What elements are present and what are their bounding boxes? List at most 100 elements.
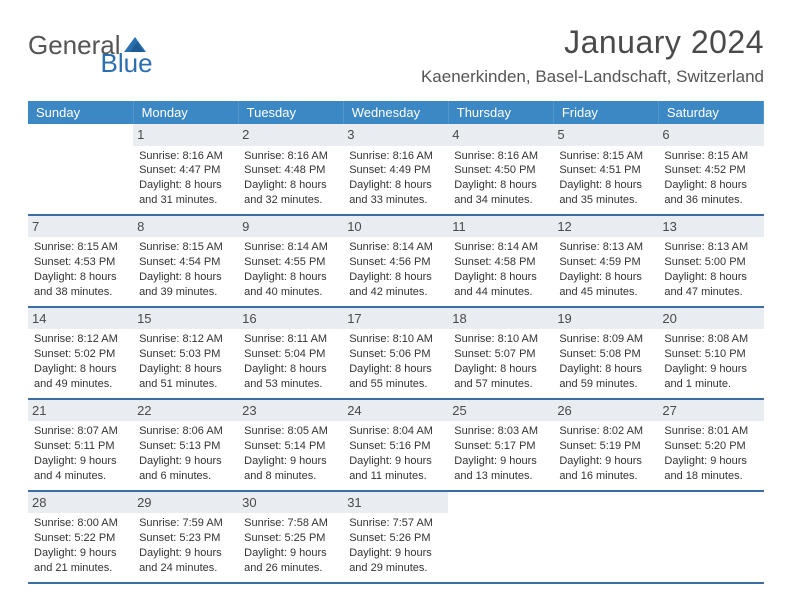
cell-sunset: Sunset: 4:56 PM [349,255,442,270]
cell-dl2: and 6 minutes. [139,469,232,484]
cell-sunrise: Sunrise: 7:59 AM [139,516,232,531]
cell-sunset: Sunset: 4:47 PM [139,163,232,178]
cell-dl2: and 24 minutes. [139,561,232,576]
cell-dl2: and 59 minutes. [559,377,652,392]
calendar-day-cell: 3Sunrise: 8:16 AMSunset: 4:49 PMDaylight… [343,124,448,215]
cell-sunset: Sunset: 5:23 PM [139,531,232,546]
cell-dl1: Daylight: 8 hours [139,178,232,193]
day-number: 8 [133,216,238,238]
calendar-page: General Blue January 2024 Kaenerkinden, … [0,0,792,608]
cell-dl2: and 34 minutes. [454,193,547,208]
calendar-day-cell: 4Sunrise: 8:16 AMSunset: 4:50 PMDaylight… [448,124,553,215]
cell-dl1: Daylight: 9 hours [139,454,232,469]
cell-sunrise: Sunrise: 8:16 AM [454,149,547,164]
cell-sunrise: Sunrise: 7:57 AM [349,516,442,531]
day-number: 24 [343,400,448,422]
cell-dl1: Daylight: 9 hours [139,546,232,561]
day-number: 3 [343,124,448,146]
cell-sunset: Sunset: 5:17 PM [454,439,547,454]
cell-sunset: Sunset: 5:08 PM [559,347,652,362]
cell-dl1: Daylight: 8 hours [454,178,547,193]
cell-sunrise: Sunrise: 8:10 AM [454,332,547,347]
cell-sunrise: Sunrise: 7:58 AM [244,516,337,531]
title-block: January 2024 Kaenerkinden, Basel-Landsch… [421,24,764,87]
day-number: 16 [238,308,343,330]
calendar-body: 1Sunrise: 8:16 AMSunset: 4:47 PMDaylight… [28,124,764,583]
cell-sunset: Sunset: 4:53 PM [34,255,127,270]
calendar-day-cell: 1Sunrise: 8:16 AMSunset: 4:47 PMDaylight… [133,124,238,215]
day-number: 30 [238,492,343,514]
calendar-week-row: 14Sunrise: 8:12 AMSunset: 5:02 PMDayligh… [28,307,764,399]
cell-sunset: Sunset: 5:14 PM [244,439,337,454]
cell-sunrise: Sunrise: 8:12 AM [34,332,127,347]
calendar-day-cell: 13Sunrise: 8:13 AMSunset: 5:00 PMDayligh… [658,215,763,307]
cell-sunrise: Sunrise: 8:06 AM [139,424,232,439]
cell-sunset: Sunset: 4:50 PM [454,163,547,178]
logo-text-blue: Blue [101,48,153,79]
cell-dl2: and 49 minutes. [34,377,127,392]
calendar-day-cell: 30Sunrise: 7:58 AMSunset: 5:25 PMDayligh… [238,491,343,583]
day-number: 14 [28,308,133,330]
cell-dl2: and 33 minutes. [349,193,442,208]
cell-sunset: Sunset: 5:04 PM [244,347,337,362]
cell-dl2: and 26 minutes. [244,561,337,576]
calendar-day-cell: 12Sunrise: 8:13 AMSunset: 4:59 PMDayligh… [553,215,658,307]
cell-sunset: Sunset: 4:51 PM [559,163,652,178]
day-number: 21 [28,400,133,422]
cell-sunset: Sunset: 4:55 PM [244,255,337,270]
cell-sunrise: Sunrise: 8:07 AM [34,424,127,439]
day-number: 2 [238,124,343,146]
cell-dl1: Daylight: 8 hours [664,178,757,193]
cell-sunrise: Sunrise: 8:16 AM [244,149,337,164]
calendar-day-cell: 22Sunrise: 8:06 AMSunset: 5:13 PMDayligh… [133,399,238,491]
header-row: General Blue January 2024 Kaenerkinden, … [28,24,764,87]
day-number: 20 [658,308,763,330]
cell-sunset: Sunset: 4:59 PM [559,255,652,270]
dow-header: Thursday [448,101,553,124]
cell-dl1: Daylight: 8 hours [559,178,652,193]
cell-dl1: Daylight: 9 hours [349,546,442,561]
calendar-day-cell: 9Sunrise: 8:14 AMSunset: 4:55 PMDaylight… [238,215,343,307]
cell-dl1: Daylight: 9 hours [664,362,757,377]
calendar-day-cell: 10Sunrise: 8:14 AMSunset: 4:56 PMDayligh… [343,215,448,307]
cell-dl2: and 47 minutes. [664,285,757,300]
cell-dl1: Daylight: 9 hours [664,454,757,469]
calendar-day-cell [28,124,133,215]
calendar-day-cell [658,491,763,583]
calendar-day-cell: 19Sunrise: 8:09 AMSunset: 5:08 PMDayligh… [553,307,658,399]
cell-sunset: Sunset: 4:58 PM [454,255,547,270]
cell-dl1: Daylight: 8 hours [349,178,442,193]
cell-dl2: and 29 minutes. [349,561,442,576]
cell-sunrise: Sunrise: 8:16 AM [349,149,442,164]
day-number: 28 [28,492,133,514]
cell-sunset: Sunset: 4:52 PM [664,163,757,178]
cell-dl2: and 21 minutes. [34,561,127,576]
cell-dl2: and 32 minutes. [244,193,337,208]
cell-dl1: Daylight: 8 hours [139,270,232,285]
day-number: 1 [133,124,238,146]
calendar-day-cell: 25Sunrise: 8:03 AMSunset: 5:17 PMDayligh… [448,399,553,491]
cell-dl1: Daylight: 8 hours [559,362,652,377]
cell-sunrise: Sunrise: 8:14 AM [454,240,547,255]
day-number: 15 [133,308,238,330]
cell-sunrise: Sunrise: 8:09 AM [559,332,652,347]
cell-dl2: and 42 minutes. [349,285,442,300]
calendar-day-cell: 27Sunrise: 8:01 AMSunset: 5:20 PMDayligh… [658,399,763,491]
day-number: 18 [448,308,553,330]
calendar-day-cell: 2Sunrise: 8:16 AMSunset: 4:48 PMDaylight… [238,124,343,215]
cell-sunset: Sunset: 5:25 PM [244,531,337,546]
cell-sunrise: Sunrise: 8:01 AM [664,424,757,439]
cell-dl1: Daylight: 8 hours [244,270,337,285]
calendar-week-row: 7Sunrise: 8:15 AMSunset: 4:53 PMDaylight… [28,215,764,307]
cell-sunrise: Sunrise: 8:00 AM [34,516,127,531]
cell-dl1: Daylight: 9 hours [244,454,337,469]
cell-sunrise: Sunrise: 8:05 AM [244,424,337,439]
cell-sunset: Sunset: 5:06 PM [349,347,442,362]
location-text: Kaenerkinden, Basel-Landschaft, Switzerl… [421,67,764,87]
calendar-day-cell: 11Sunrise: 8:14 AMSunset: 4:58 PMDayligh… [448,215,553,307]
day-number: 25 [448,400,553,422]
cell-dl2: and 39 minutes. [139,285,232,300]
cell-dl2: and 35 minutes. [559,193,652,208]
calendar-day-cell: 28Sunrise: 8:00 AMSunset: 5:22 PMDayligh… [28,491,133,583]
cell-dl2: and 13 minutes. [454,469,547,484]
